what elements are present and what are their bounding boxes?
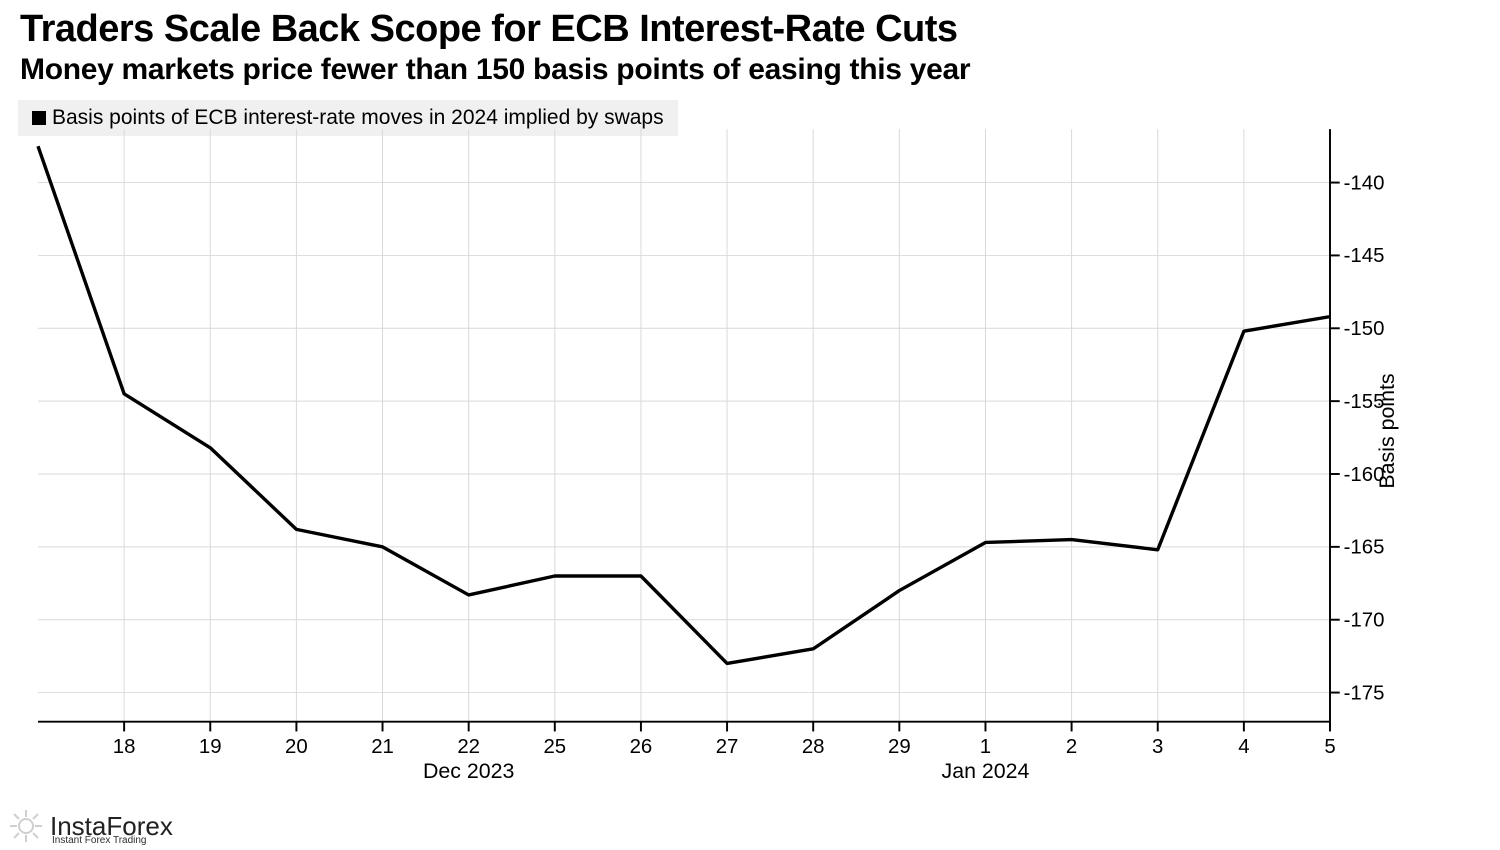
svg-text:Basis points: Basis points <box>1375 373 1399 488</box>
chart-subtitle: Money markets price fewer than 150 basis… <box>0 53 1500 93</box>
svg-text:-145: -145 <box>1344 245 1385 267</box>
svg-text:-175: -175 <box>1344 682 1385 704</box>
line-chart-svg: -140-145-150-155-160-165-170-17518192021… <box>18 100 1418 780</box>
svg-text:-170: -170 <box>1344 610 1385 632</box>
svg-text:-165: -165 <box>1344 537 1385 559</box>
svg-text:-140: -140 <box>1344 172 1385 194</box>
svg-text:25: 25 <box>543 736 566 758</box>
svg-text:19: 19 <box>199 736 222 758</box>
svg-text:21: 21 <box>371 736 394 758</box>
chart-area: -140-145-150-155-160-165-170-17518192021… <box>18 100 1418 780</box>
svg-text:20: 20 <box>285 736 308 758</box>
svg-text:-150: -150 <box>1344 318 1385 340</box>
svg-text:18: 18 <box>113 736 136 758</box>
svg-text:3: 3 <box>1152 736 1163 758</box>
svg-text:Dec 2023: Dec 2023 <box>423 759 514 780</box>
chart-title: Traders Scale Back Scope for ECB Interes… <box>0 0 1500 53</box>
svg-text:28: 28 <box>802 736 825 758</box>
svg-text:29: 29 <box>888 736 911 758</box>
watermark: InstaForex Instant Forex Trading <box>8 808 173 844</box>
svg-text:1: 1 <box>980 736 991 758</box>
svg-text:26: 26 <box>630 736 653 758</box>
svg-text:4: 4 <box>1238 736 1249 758</box>
svg-text:22: 22 <box>457 736 480 758</box>
svg-text:5: 5 <box>1324 736 1335 758</box>
instaforex-logo-icon <box>8 808 44 844</box>
watermark-tagline: Instant Forex Trading <box>52 835 147 846</box>
svg-text:27: 27 <box>716 736 739 758</box>
svg-text:Jan 2024: Jan 2024 <box>942 759 1030 780</box>
svg-text:2: 2 <box>1066 736 1077 758</box>
